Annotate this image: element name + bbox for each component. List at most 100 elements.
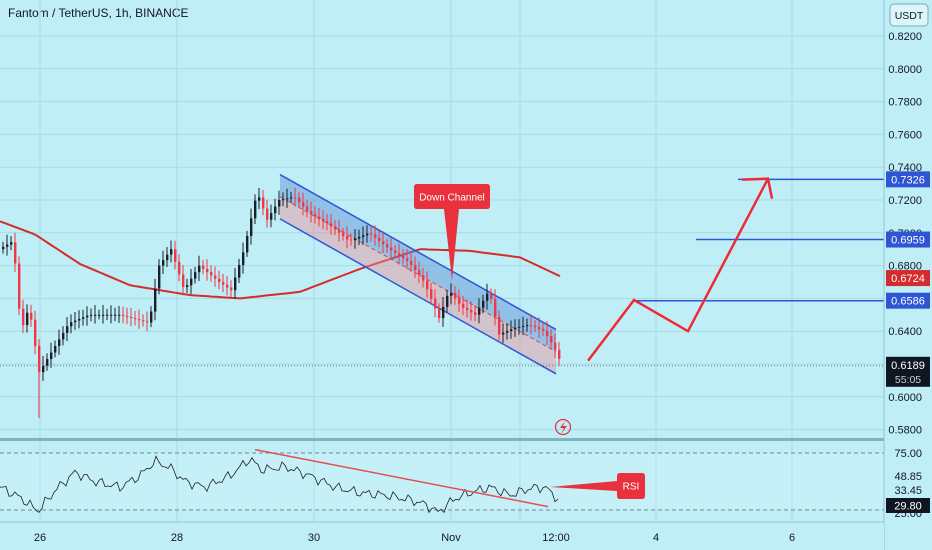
candle-body: [358, 236, 361, 239]
price-tick-label: 0.7400: [888, 162, 922, 174]
candle-body: [494, 299, 497, 317]
candle-body: [270, 213, 273, 220]
rsi-tick-label: 48.85: [894, 471, 922, 483]
price-tick-label: 0.7200: [888, 195, 922, 207]
candle-body: [446, 295, 449, 307]
rsi-line: [0, 455, 559, 514]
projection-path: [587, 178, 770, 362]
candle-body: [530, 325, 533, 327]
projection-arrowhead: [741, 177, 774, 199]
candle-body: [58, 339, 61, 346]
candle-body: [450, 292, 453, 296]
candle-body: [406, 258, 409, 262]
candle-body: [222, 282, 225, 285]
candle-body: [170, 249, 173, 255]
candle-body: [498, 316, 501, 335]
candle-body: [46, 359, 49, 366]
candle-body: [258, 197, 261, 201]
candle-body: [34, 319, 37, 346]
candles-layer: [0, 187, 884, 419]
candle-body: [518, 326, 521, 328]
candle-body: [362, 235, 365, 237]
candle-body: [354, 238, 357, 241]
candle-body: [426, 280, 429, 290]
candle-body: [338, 229, 341, 233]
candle-body: [10, 242, 13, 245]
target-price-badge: [886, 231, 930, 248]
price-tick-label: 0.8000: [888, 64, 922, 76]
down-channel-label: Down Channel: [419, 193, 485, 204]
candle-body: [106, 314, 109, 316]
candle-body: [246, 235, 249, 253]
candle-body: [330, 223, 333, 227]
candle-body: [478, 307, 481, 315]
candle-body: [290, 197, 293, 199]
candle-body: [62, 332, 65, 340]
candle-body: [66, 326, 69, 333]
candle-body: [346, 236, 349, 240]
channel-lower-fill: [280, 196, 556, 374]
candle-body: [422, 275, 425, 281]
time-tick-label: 4: [653, 532, 659, 544]
lightning-icon: [554, 418, 572, 436]
candle-body: [550, 336, 553, 343]
candle-body: [82, 317, 85, 319]
candle-body: [462, 303, 465, 308]
candle-body: [510, 329, 513, 331]
sma-line: [0, 220, 561, 300]
candle-body: [122, 314, 125, 316]
down-channel-callout: [414, 184, 490, 280]
candle-body: [14, 242, 17, 264]
candle-body: [382, 241, 385, 245]
candle-body: [202, 265, 205, 269]
candle-body: [374, 234, 377, 238]
candle-body: [242, 252, 245, 265]
candle-body: [438, 308, 441, 319]
candle-body: [490, 293, 493, 300]
time-tick-label: 30: [308, 532, 320, 544]
sma-price-badge: [886, 270, 930, 287]
candle-body: [162, 260, 165, 266]
grid-lines: [0, 0, 932, 522]
candle-body: [250, 218, 253, 236]
candle-body: [70, 322, 73, 327]
time-axis-bg: [0, 522, 884, 550]
channel-upper-line: [279, 173, 557, 331]
sma-layer: [0, 220, 561, 300]
rsi-value-badge: [886, 498, 930, 513]
candle-body: [226, 284, 229, 288]
candle-body: [274, 206, 277, 214]
sma-price-label: 0.6724: [891, 273, 925, 285]
candle-body: [126, 315, 129, 317]
candle-body: [190, 278, 193, 286]
time-tick-label: 6: [789, 532, 795, 544]
price-tick-label: 0.7600: [888, 129, 922, 141]
rsi-callout: [550, 473, 645, 499]
candle-body: [130, 316, 133, 319]
candle-body: [234, 277, 237, 291]
candle-body: [114, 314, 117, 316]
candle-body: [350, 239, 353, 241]
candle-body: [286, 198, 289, 200]
callouts-layer: Down Channel RSI: [414, 184, 645, 499]
candle-body: [466, 307, 469, 311]
candle-body: [22, 308, 25, 326]
currency-label: USDT: [895, 10, 924, 22]
candle-body: [306, 206, 309, 211]
candle-body: [334, 226, 337, 230]
candle-body: [418, 270, 421, 276]
candle-body: [370, 233, 373, 235]
candle-body: [538, 327, 541, 330]
time-tick-label: 28: [171, 532, 183, 544]
candle-body: [158, 265, 161, 289]
candle-body: [74, 320, 77, 323]
target-price-badge: [886, 292, 930, 309]
candle-body: [90, 314, 93, 316]
candle-body: [238, 264, 241, 278]
candle-body: [470, 310, 473, 313]
candle-body: [86, 315, 89, 318]
candle-body: [230, 287, 233, 291]
